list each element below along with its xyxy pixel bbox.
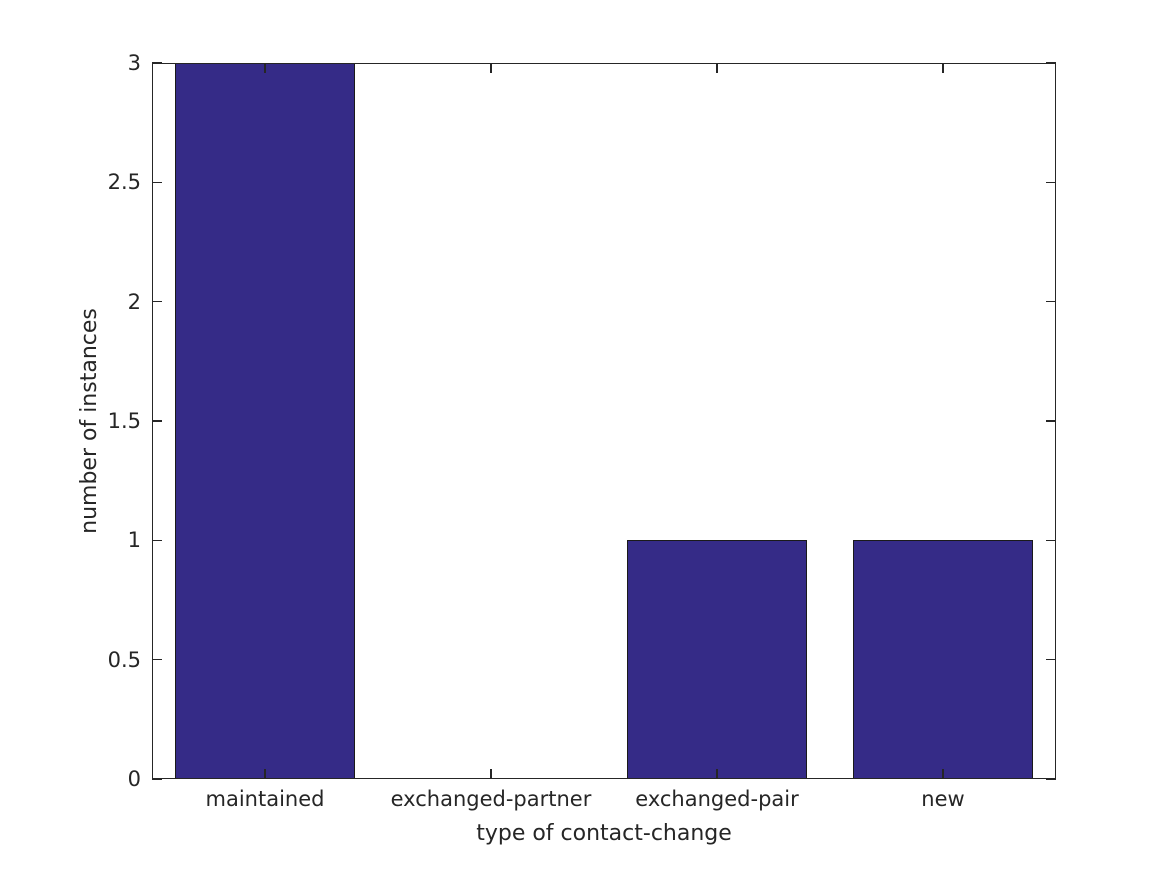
x-axis-title: type of contact-change bbox=[476, 821, 732, 846]
x-tick-label-maintained: maintained bbox=[205, 787, 325, 811]
y-tick-label: 3 bbox=[127, 51, 141, 75]
x-tick-mark-top bbox=[490, 63, 492, 73]
x-tick-label-exchanged-partner: exchanged-partner bbox=[390, 787, 592, 811]
y-tick-mark-right bbox=[1046, 778, 1056, 780]
bar-new bbox=[852, 540, 1034, 779]
x-tick-mark-bottom bbox=[490, 769, 492, 779]
y-tick-label: 2.5 bbox=[107, 170, 141, 195]
x-tick-mark-top bbox=[942, 63, 944, 73]
y-tick-mark-left bbox=[152, 62, 162, 64]
y-tick-mark-right bbox=[1046, 539, 1056, 542]
x-tick-mark-top bbox=[716, 63, 718, 73]
x-tick-mark-bottom bbox=[264, 769, 266, 779]
bar-maintained bbox=[174, 63, 356, 779]
y-tick-mark-right bbox=[1046, 420, 1056, 422]
y-tick-mark-left bbox=[152, 420, 162, 422]
y-tick-mark-right bbox=[1046, 300, 1056, 303]
y-tick-label: 0.5 bbox=[107, 647, 141, 672]
x-tick-label-exchanged-pair: exchanged-pair bbox=[635, 787, 799, 811]
y-tick-mark-right bbox=[1046, 62, 1056, 64]
x-tick-mark-bottom bbox=[716, 769, 718, 779]
y-tick-mark-right bbox=[1046, 658, 1056, 661]
y-tick-mark-left bbox=[152, 181, 162, 184]
y-tick-mark-left bbox=[152, 300, 162, 303]
x-tick-mark-bottom bbox=[942, 769, 944, 779]
y-tick-mark-left bbox=[152, 658, 162, 661]
y-tick-label: 2 bbox=[127, 289, 141, 314]
x-tick-mark-top bbox=[264, 63, 266, 73]
bar-exchanged-pair bbox=[626, 540, 808, 779]
y-tick-mark-left bbox=[152, 539, 162, 542]
y-tick-label: 1 bbox=[127, 528, 141, 553]
y-tick-label: 0 bbox=[127, 767, 141, 791]
y-tick-mark-left bbox=[152, 778, 162, 780]
x-tick-label-new: new bbox=[921, 787, 965, 811]
y-tick-label: 1.5 bbox=[107, 409, 141, 433]
y-tick-mark-right bbox=[1046, 181, 1056, 184]
